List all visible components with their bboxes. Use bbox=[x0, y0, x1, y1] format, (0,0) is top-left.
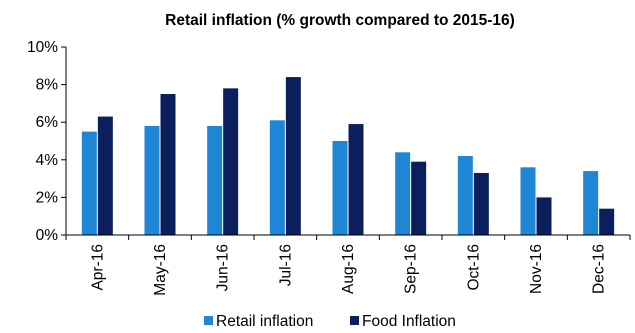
bar-food-jul-16 bbox=[285, 77, 301, 235]
bar-retail-sep-16 bbox=[395, 152, 411, 235]
bar-food-aug-16 bbox=[348, 124, 364, 235]
y-tick-label: 8% bbox=[36, 77, 59, 94]
bar-retail-may-16 bbox=[144, 125, 160, 235]
bar-retail-jun-16 bbox=[207, 125, 223, 235]
x-tick-label: Nov-16 bbox=[528, 244, 545, 294]
bars bbox=[81, 77, 615, 235]
bar-retail-dec-16 bbox=[583, 171, 599, 235]
y-tick-label: 10% bbox=[27, 39, 58, 56]
x-tick-label: Oct-16 bbox=[465, 244, 482, 291]
bar-food-may-16 bbox=[160, 94, 176, 235]
x-tick-label: Sep-16 bbox=[403, 244, 420, 294]
chart-title: Retail inflation (% growth compared to 2… bbox=[165, 12, 515, 29]
bar-food-jun-16 bbox=[223, 88, 239, 235]
bar-food-nov-16 bbox=[536, 197, 552, 235]
legend: Retail inflation Food Inflation bbox=[204, 313, 456, 330]
x-tick-label: Aug-16 bbox=[340, 244, 357, 294]
y-axis: 0% 2% 4% 6% 8% 10% bbox=[27, 39, 66, 244]
bar-retail-nov-16 bbox=[520, 167, 536, 235]
bar-food-oct-16 bbox=[473, 172, 489, 235]
x-tick-label: Dec-16 bbox=[591, 244, 608, 294]
x-axis: Apr-16 May-16 Jun-16 Jul-16 Aug-16 Sep-16 Oct-… bbox=[65, 235, 631, 296]
legend-swatch-retail bbox=[204, 316, 213, 325]
legend-label-food: Food Inflation bbox=[362, 313, 456, 330]
legend-swatch-food bbox=[350, 316, 359, 325]
x-tick-label: Jul-16 bbox=[277, 244, 294, 286]
x-tick-label: May-16 bbox=[152, 244, 169, 296]
bar-retail-oct-16 bbox=[457, 156, 473, 235]
y-tick-label: 2% bbox=[36, 189, 59, 206]
bar-food-apr-16 bbox=[97, 116, 113, 235]
y-tick-label: 4% bbox=[36, 152, 59, 169]
bar-retail-apr-16 bbox=[81, 131, 97, 235]
bar-food-sep-16 bbox=[411, 161, 427, 235]
bar-retail-jul-16 bbox=[269, 120, 285, 235]
bar-food-dec-16 bbox=[599, 208, 615, 235]
bar-retail-aug-16 bbox=[332, 141, 348, 235]
x-tick-label: Apr-16 bbox=[89, 244, 106, 291]
y-tick-label: 0% bbox=[36, 227, 59, 244]
legend-label-retail: Retail inflation bbox=[216, 313, 313, 330]
y-tick-label: 6% bbox=[36, 114, 59, 131]
x-tick-label: Jun-16 bbox=[215, 244, 232, 291]
